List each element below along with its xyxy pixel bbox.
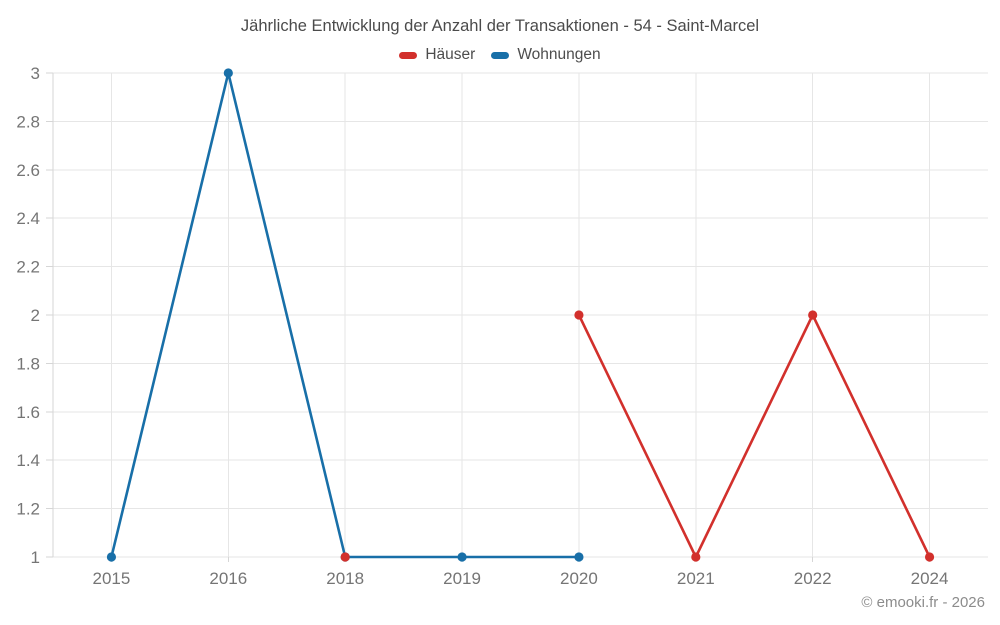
series-line xyxy=(577,313,931,559)
data-point[interactable] xyxy=(924,552,935,562)
y-axis-label: 2.2 xyxy=(16,258,40,277)
x-axis-label: 2021 xyxy=(677,569,715,588)
y-axis-label: 2.4 xyxy=(16,209,40,228)
data-point[interactable] xyxy=(106,552,117,562)
y-axis-label: 1.6 xyxy=(16,403,40,422)
legend-label-haeuser: Häuser xyxy=(425,46,476,63)
credit-link[interactable]: © emooki.fr - 2026 xyxy=(861,594,985,611)
x-axis-label: 2018 xyxy=(326,569,364,588)
y-axis-label: 3 xyxy=(31,64,40,83)
y-axis-label: 1.2 xyxy=(16,500,40,519)
legend-item-haeuser[interactable]: Häuser xyxy=(399,46,475,64)
legend-item-wohnungen[interactable]: Wohnungen xyxy=(491,46,601,64)
data-point[interactable] xyxy=(808,310,818,320)
y-axis-label: 1.4 xyxy=(16,451,40,470)
y-axis-label: 2 xyxy=(31,306,40,325)
x-axis-label: 2019 xyxy=(443,569,481,588)
data-point[interactable] xyxy=(574,552,584,562)
x-axis-label: 2020 xyxy=(560,569,598,588)
data-point[interactable] xyxy=(457,552,467,562)
data-point[interactable] xyxy=(574,310,584,320)
legend: Häuser Wohnungen xyxy=(0,46,1000,64)
y-axis-label: 1.8 xyxy=(16,354,40,373)
y-axis-label: 2.6 xyxy=(16,161,40,180)
x-axis-label: 2024 xyxy=(911,569,949,588)
wohnungen-series-swatch xyxy=(491,51,510,59)
chart-title: Jährliche Entwicklung der Anzahl der Tra… xyxy=(240,17,760,35)
data-point[interactable] xyxy=(691,552,701,562)
y-axis-label: 2.8 xyxy=(16,112,40,131)
x-axis-label: 2016 xyxy=(209,569,247,588)
y-axis-label: 1 xyxy=(31,548,40,567)
legend-label-wohnungen: Wohnungen xyxy=(517,46,601,63)
data-point[interactable] xyxy=(223,68,233,78)
x-axis-label: 2022 xyxy=(794,569,832,588)
data-point[interactable] xyxy=(340,552,350,562)
x-axis-label: 2015 xyxy=(93,569,131,588)
haeuser-series-swatch xyxy=(399,51,418,59)
